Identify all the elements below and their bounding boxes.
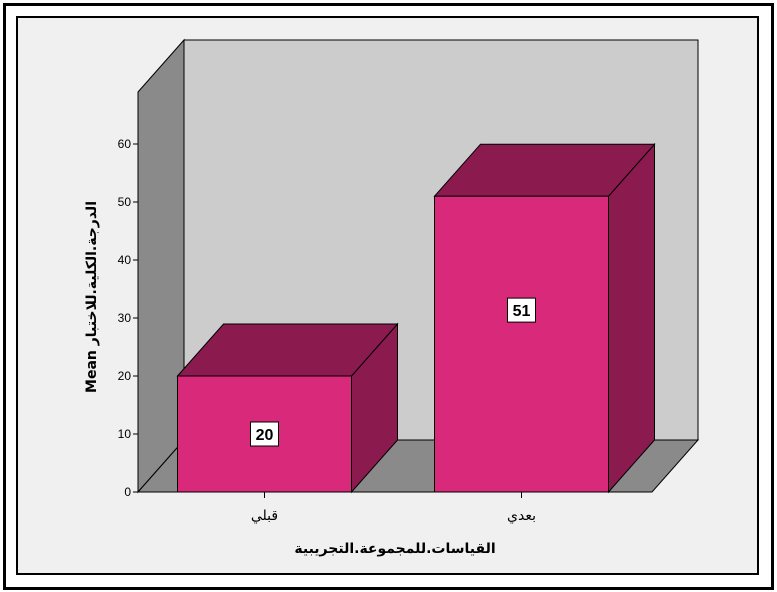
data-label-box xyxy=(250,421,279,447)
x-tick-label: بعدي xyxy=(507,508,536,524)
y-axis: 0 10 20 30 40 50 60 xyxy=(118,137,522,499)
data-label: 20 xyxy=(256,427,274,444)
y-tick-label: 20 xyxy=(118,369,132,383)
x-tick-label: قبلي xyxy=(251,508,278,524)
bars-group xyxy=(176,142,656,494)
y-tick-label: 10 xyxy=(118,427,132,441)
y-tick-label: 0 xyxy=(124,485,131,499)
y-tick-label: 60 xyxy=(118,137,132,151)
bar xyxy=(434,195,609,493)
labels-group: 20 قبلي 51 بعدي xyxy=(250,297,536,524)
y-tick-label: 40 xyxy=(118,253,132,267)
bar-side xyxy=(608,142,655,494)
y-tick-label: 30 xyxy=(118,311,132,325)
data-label: 51 xyxy=(513,303,531,320)
y-axis-title: Mean الدرجة.الكلية.للاختبار xyxy=(84,201,100,393)
x-axis-title: القياسات.للمجموعة.التجريبية xyxy=(294,541,495,557)
y-tick-label: 50 xyxy=(118,195,132,209)
data-label-box xyxy=(507,297,536,323)
